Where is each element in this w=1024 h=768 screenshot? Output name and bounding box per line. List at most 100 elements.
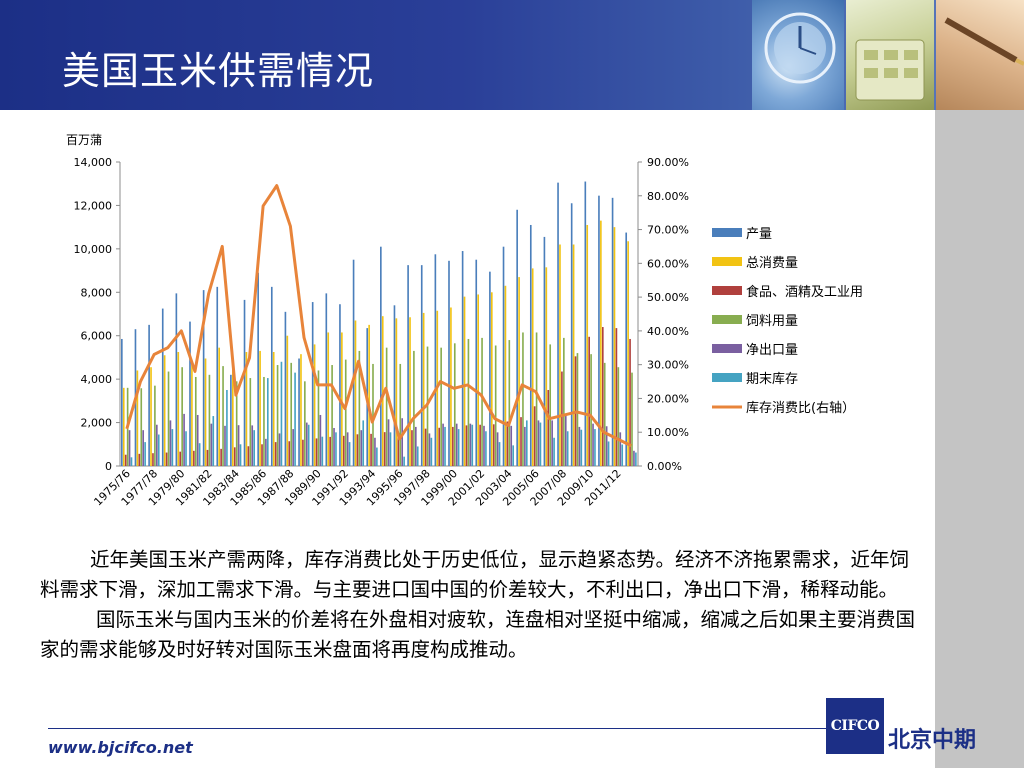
legend-label: 期末库存 [746, 371, 798, 387]
right-sidebar [935, 110, 1024, 768]
y-right-tick-label: 90.00% [647, 156, 689, 169]
bar-1 [216, 286, 219, 466]
bar-6 [553, 437, 555, 466]
cifco-logo: CIFCO [826, 698, 884, 754]
y-left-tick-label: 4,000 [81, 373, 113, 386]
bar-4 [494, 345, 497, 466]
bar-5 [319, 414, 322, 466]
y-left-tick-label: 10,000 [74, 243, 113, 256]
y-right-tick-label: 20.00% [647, 392, 689, 405]
bar-2 [545, 267, 548, 466]
bar-1 [529, 224, 532, 466]
bar-3 [342, 435, 345, 466]
legend-swatch [712, 257, 742, 266]
bar-6 [457, 429, 460, 466]
legend-label: 净出口量 [746, 343, 798, 358]
bar-2 [122, 387, 125, 466]
bar-3 [124, 454, 127, 466]
bar-1 [570, 203, 573, 466]
bar-1 [270, 286, 273, 466]
bar-2 [286, 335, 289, 466]
bar-4 [549, 344, 552, 466]
bar-2 [218, 347, 220, 466]
website-link[interactable]: www.bjcifco.net [48, 738, 193, 757]
bar-3 [179, 451, 182, 466]
bar-4 [358, 350, 361, 466]
bar-1 [461, 251, 464, 466]
bar-4 [194, 376, 197, 466]
bar-1 [121, 338, 123, 466]
bar-1 [543, 236, 546, 466]
y-left-tick-label: 8,000 [81, 286, 113, 299]
bar-5 [278, 433, 281, 466]
bar-4 [140, 388, 143, 466]
bar-5 [415, 426, 417, 466]
bar-5 [265, 438, 267, 466]
bar-6 [321, 436, 324, 466]
bar-4 [344, 359, 347, 466]
bar-4 [181, 367, 183, 466]
bar-2 [381, 316, 384, 466]
bar-5 [224, 425, 226, 466]
bar-6 [266, 378, 269, 466]
x-tick-labels: 1975/761977/781979/801981/821983/841985/… [91, 467, 623, 509]
bar-5 [428, 433, 431, 466]
bar-6 [416, 446, 419, 466]
y-left-tick-label: 0 [105, 460, 112, 473]
y-right-tick-label: 0.00% [647, 460, 682, 473]
bar-4 [263, 376, 265, 466]
bar-6 [485, 431, 487, 466]
bar-1 [161, 308, 164, 466]
bar-6 [635, 452, 637, 466]
bar-5 [196, 414, 199, 466]
bar-1 [516, 209, 518, 466]
bar-2 [395, 318, 398, 466]
calculator-icon [855, 39, 925, 101]
bar-4 [563, 337, 565, 466]
bar-6 [471, 424, 474, 466]
bar-1 [489, 271, 491, 466]
bar-6 [198, 443, 201, 466]
bar-3 [615, 328, 618, 466]
header-photo-pen [936, 0, 1024, 110]
bar-6 [144, 442, 146, 466]
bar-1 [148, 324, 150, 466]
bar-4 [576, 353, 579, 466]
y-right-tick-label: 40.00% [647, 325, 689, 338]
bar-5 [237, 425, 240, 466]
bar-5 [292, 429, 294, 466]
legend-swatch [712, 344, 742, 353]
bar-6 [621, 444, 624, 466]
y-right-tick-label: 60.00% [647, 257, 689, 270]
bar-3 [629, 338, 631, 466]
bar-1 [243, 299, 246, 466]
bar-4 [235, 381, 238, 466]
legend-label: 库存消费比(右轴） [746, 400, 855, 416]
bar-3 [397, 433, 400, 466]
bar-4 [276, 365, 279, 466]
bar-3 [220, 448, 222, 466]
bar-5 [455, 423, 458, 466]
bar-4 [331, 365, 333, 466]
bar-1 [339, 304, 341, 466]
chart-bars [121, 181, 637, 466]
bar-3 [261, 444, 263, 466]
corn-supply-demand-chart: 百万蒲 14,000 12,000 10,000 8,000 6,000 4,000 2,0… [40, 122, 930, 542]
y-left-tick-label: 2,000 [81, 417, 113, 430]
bar-1 [475, 259, 478, 466]
bar-3 [356, 434, 359, 466]
bar-1 [611, 197, 614, 466]
bar-2 [232, 367, 234, 466]
clock-icon [764, 12, 836, 84]
y-right-tick-label: 80.00% [647, 190, 689, 203]
bar-3 [465, 425, 468, 466]
bar-6 [280, 361, 283, 466]
bar-3 [411, 430, 413, 466]
bar-5 [592, 423, 594, 466]
analysis-text: 近年美国玉米产需两降，库存消费比处于历史低位，显示趋紧态势。经济不济拖累需求，近… [40, 545, 925, 665]
bar-4 [440, 347, 442, 466]
bar-5 [619, 432, 622, 466]
bar-2 [518, 277, 520, 466]
bar-4 [467, 338, 470, 466]
